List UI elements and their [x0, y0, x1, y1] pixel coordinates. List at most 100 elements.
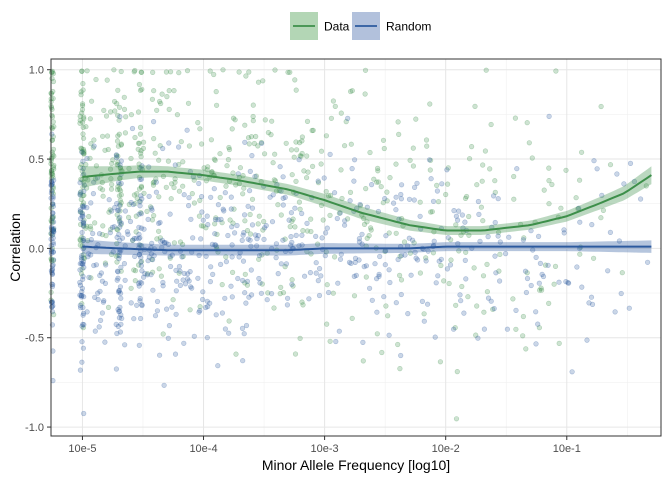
scatter-point: [252, 173, 258, 180]
scatter-point: [637, 196, 644, 202]
scatter-point: [102, 260, 108, 266]
scatter-point: [138, 184, 145, 190]
scatter-point: [126, 214, 132, 220]
scatter-point: [137, 295, 143, 302]
scatter-point: [79, 210, 85, 216]
scatter-point: [310, 127, 316, 133]
scatter-point: [80, 237, 86, 243]
scatter-point: [538, 287, 545, 293]
scatter-point: [506, 234, 512, 240]
scatter-point: [315, 241, 321, 247]
scatter-point: [199, 209, 205, 215]
scatter-point: [177, 268, 183, 274]
scatter-point: [136, 161, 142, 167]
scatter-point: [117, 114, 123, 120]
scatter-point: [80, 146, 87, 152]
scatter-point: [77, 305, 84, 311]
scatter-point: [114, 268, 121, 274]
scatter-point: [81, 116, 87, 122]
scatter-point: [136, 174, 142, 180]
scatter-point: [80, 273, 86, 280]
scatter-point: [475, 198, 482, 205]
scatter-point: [112, 108, 118, 114]
scatter-point: [451, 326, 457, 332]
scatter-point: [255, 221, 261, 227]
scatter-point: [229, 254, 235, 260]
scatter-point: [159, 237, 165, 243]
scatter-point: [79, 204, 86, 210]
scatter-point: [208, 137, 214, 143]
scatter-point: [484, 261, 490, 268]
scatter-point: [185, 271, 191, 277]
scatter-point: [327, 338, 333, 344]
scatter-point: [205, 222, 211, 228]
scatter-point: [410, 237, 416, 243]
scatter-point: [372, 261, 378, 267]
scatter-point: [485, 295, 492, 301]
scatter-point: [213, 242, 219, 248]
scatter-point: [112, 205, 118, 211]
scatter-point: [174, 278, 180, 284]
scatter-point: [196, 213, 202, 219]
scatter-point: [456, 248, 462, 254]
scatter-point: [181, 340, 187, 346]
scatter-point: [563, 167, 569, 173]
scatter-point: [115, 184, 121, 190]
scatter-point: [164, 306, 170, 312]
scatter-point: [171, 240, 177, 246]
scatter-point: [242, 212, 248, 218]
scatter-point: [77, 180, 83, 186]
scatter-point: [77, 242, 83, 248]
scatter-point: [473, 332, 479, 338]
scatter-point: [528, 282, 534, 289]
scatter-point: [122, 342, 128, 348]
scatter-point: [278, 284, 284, 291]
scatter-point: [332, 103, 338, 109]
scatter-point: [374, 276, 380, 282]
scatter-point: [166, 87, 172, 94]
scatter-point: [356, 236, 363, 242]
scatter-point: [79, 162, 85, 168]
scatter-point: [176, 70, 182, 76]
scatter-point: [319, 235, 325, 241]
scatter-point: [631, 178, 638, 185]
scatter-point: [80, 261, 86, 267]
scatter-point: [573, 195, 579, 201]
scatter-point: [269, 219, 276, 225]
scatter-point: [134, 302, 140, 308]
scatter-point: [137, 235, 143, 241]
scatter-point: [173, 267, 179, 274]
scatter-point: [242, 139, 248, 145]
scatter-point: [367, 285, 373, 291]
scatter-point: [250, 113, 256, 120]
scatter-point: [296, 199, 303, 205]
scatter-point: [211, 186, 217, 192]
scatter-point: [342, 143, 348, 149]
scatter-point: [430, 198, 437, 204]
scatter-point: [84, 68, 90, 74]
scatter-point: [80, 223, 87, 229]
scatter-point: [88, 98, 95, 104]
scatter-point: [298, 153, 304, 159]
scatter-point: [85, 238, 91, 244]
scatter-point: [308, 228, 314, 235]
scatter-point: [207, 68, 213, 74]
scatter-point: [244, 228, 251, 234]
scatter-point: [375, 208, 382, 215]
scatter-point: [561, 227, 567, 233]
scatter-point: [106, 197, 112, 203]
scatter-point: [327, 212, 333, 218]
scatter-point: [399, 216, 405, 222]
scatter-point: [117, 208, 123, 214]
scatter-point: [91, 179, 97, 185]
scatter-point: [97, 317, 104, 324]
scatter-point: [116, 193, 122, 199]
scatter-point: [80, 259, 86, 265]
scatter-point: [556, 279, 562, 285]
scatter-point: [302, 273, 308, 279]
scatter-point: [290, 216, 296, 222]
scatter-point: [588, 294, 595, 300]
scatter-point: [187, 269, 193, 275]
scatter-point: [107, 207, 113, 213]
panel-border: [50, 58, 662, 437]
